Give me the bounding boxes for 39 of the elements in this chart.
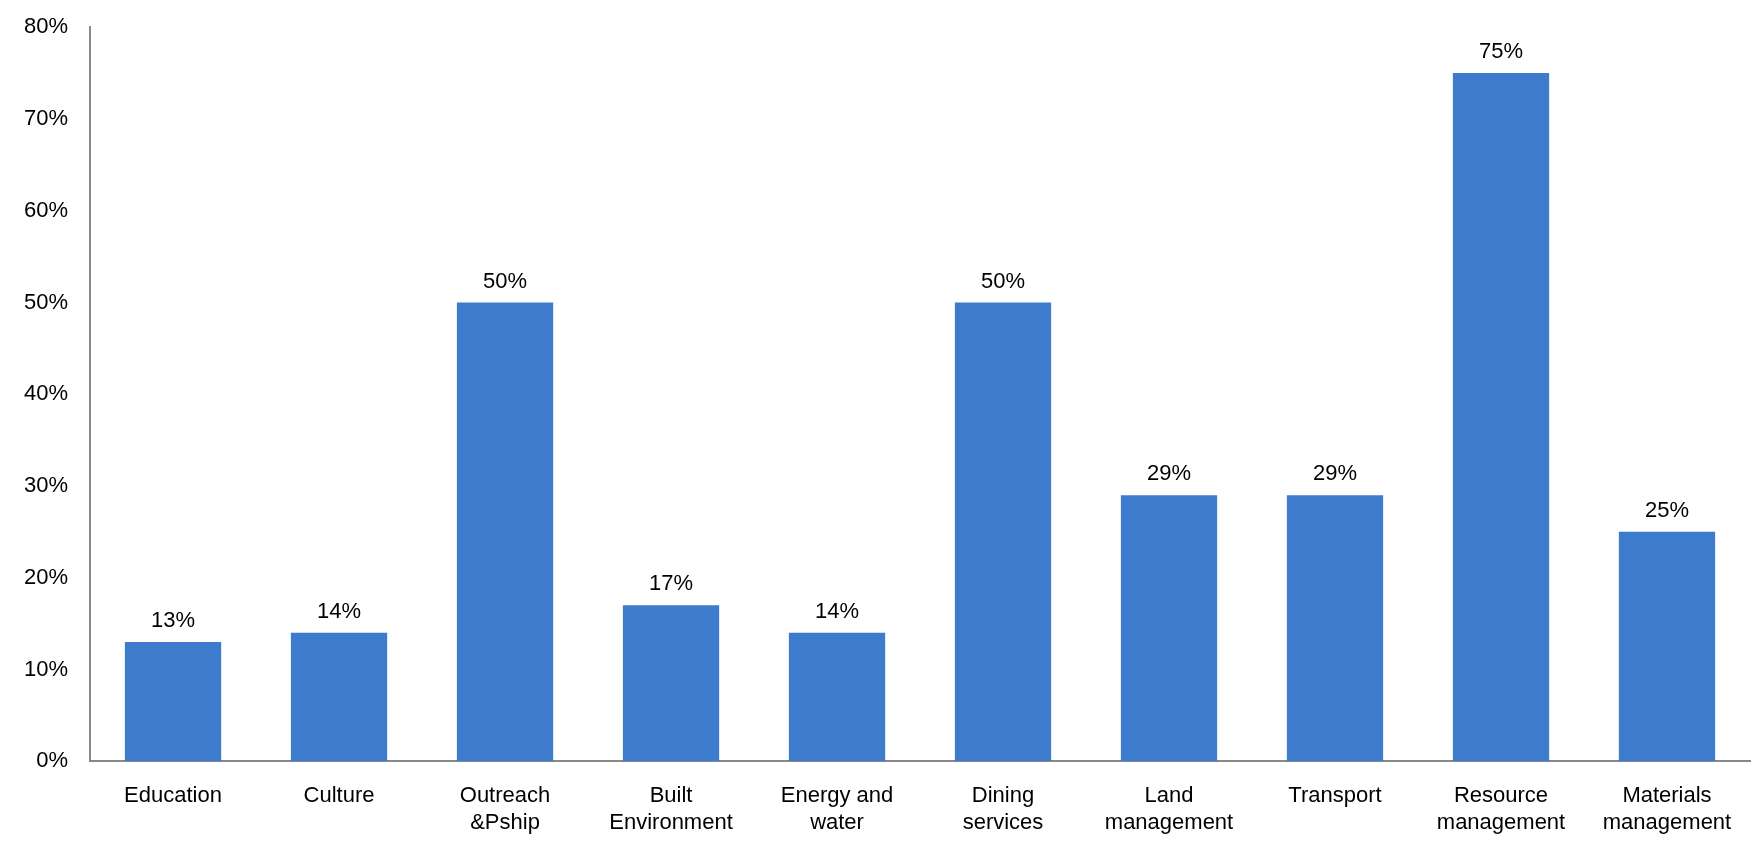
x-tick-label: Transport [1288,782,1382,808]
data-label: 17% [649,570,694,596]
bar [622,605,720,762]
bar [1286,495,1384,762]
y-tick-label: 80% [23,13,69,39]
data-label: 29% [1146,460,1192,486]
bar [456,302,554,762]
data-label: 14% [317,597,362,623]
bar [954,302,1052,762]
x-tick-label: Land management [1104,782,1234,834]
bar [1452,73,1550,762]
data-label: 25% [1644,496,1690,522]
x-tick-label: Dining services [962,782,1044,834]
x-tick-label: Energy and water [780,782,894,834]
x-tick-label: Built Environment [609,782,733,834]
y-tick-label: 70% [23,105,69,131]
data-label: 13% [151,606,196,632]
bar [1120,495,1218,762]
x-tick-label: Resource management [1436,782,1566,834]
bar [1618,531,1716,762]
x-tick-label: Culture [303,782,375,808]
data-label: 29% [1312,460,1358,486]
bar [124,641,222,762]
bar [290,632,388,762]
y-tick-label: 10% [23,655,69,681]
y-tick-label: 50% [23,288,69,314]
y-tick-label: 20% [23,563,69,589]
y-tick-label: 60% [23,196,69,222]
data-label: 50% [980,267,1026,293]
y-tick-label: 0% [36,747,69,773]
data-label: 14% [814,597,860,623]
data-label: 75% [1478,38,1524,64]
x-tick-label: Outreach &Pship [459,782,551,834]
y-tick-label: 30% [23,472,69,498]
y-tick-label: 40% [23,380,69,406]
data-label: 50% [483,267,528,293]
x-tick-label: Materials management [1602,782,1732,834]
x-tick-label: Education [124,782,222,808]
bar [788,632,886,762]
